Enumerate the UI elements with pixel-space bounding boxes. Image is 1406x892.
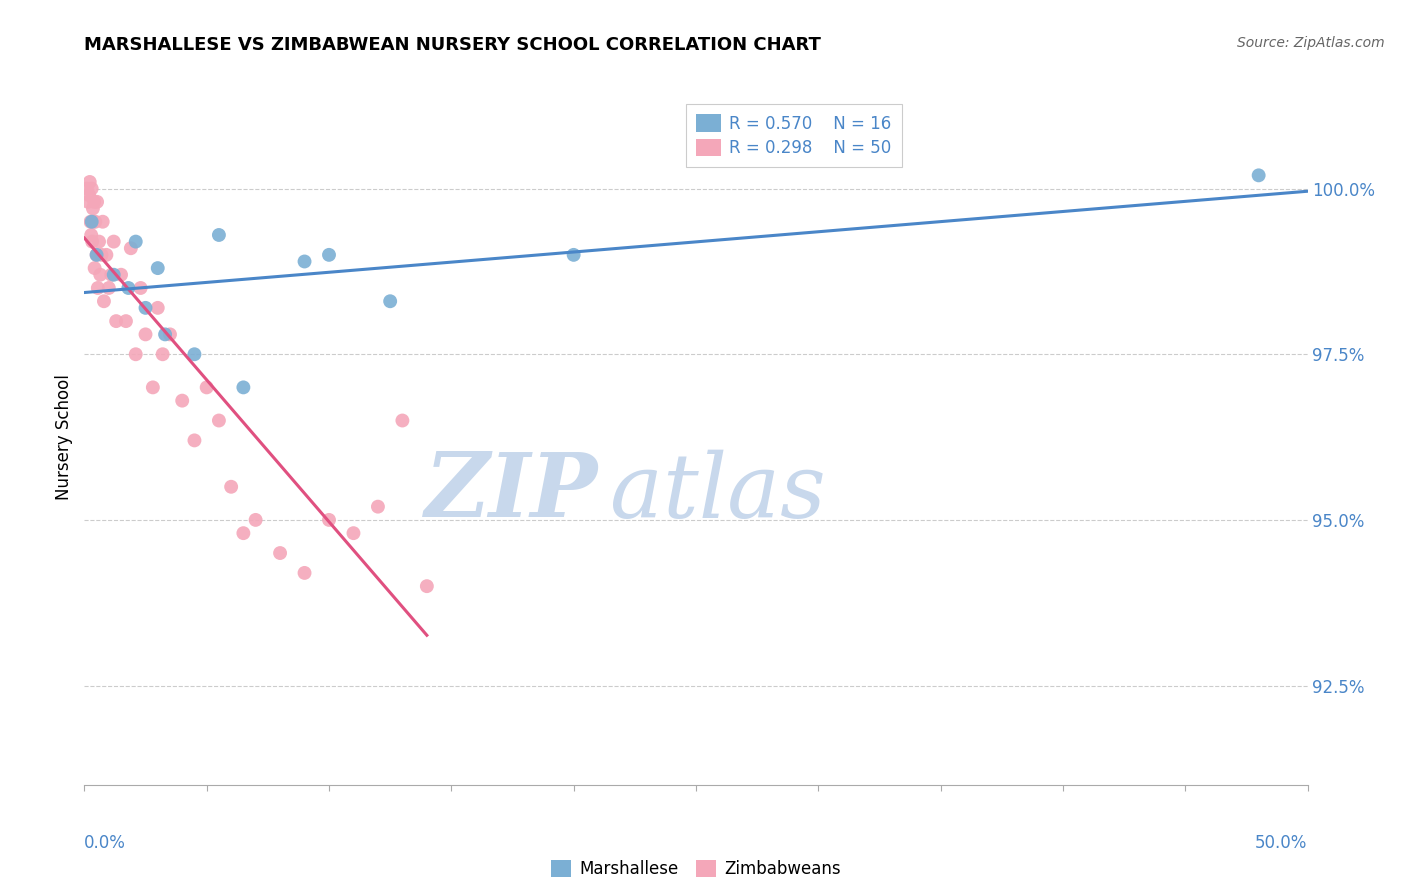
Point xyxy=(90,248,112,262)
Legend: R = 0.570    N = 16, R = 0.298    N = 50: R = 0.570 N = 16, R = 0.298 N = 50 xyxy=(686,104,901,168)
Point xyxy=(80,215,103,229)
Point xyxy=(80,181,103,195)
Point xyxy=(232,380,254,394)
Point xyxy=(294,566,316,580)
Point xyxy=(183,347,205,361)
Point xyxy=(135,301,157,315)
Point xyxy=(83,215,105,229)
Point xyxy=(115,314,138,328)
Point xyxy=(183,434,205,448)
Point xyxy=(89,268,111,282)
Y-axis label: Nursery School: Nursery School xyxy=(55,374,73,500)
Point xyxy=(120,241,142,255)
Point xyxy=(342,526,364,541)
Point xyxy=(159,327,181,342)
Text: 50.0%: 50.0% xyxy=(1256,834,1308,852)
Text: MARSHALLESE VS ZIMBABWEAN NURSERY SCHOOL CORRELATION CHART: MARSHALLESE VS ZIMBABWEAN NURSERY SCHOOL… xyxy=(84,36,821,54)
Point xyxy=(91,215,114,229)
Point xyxy=(103,235,125,249)
Point xyxy=(96,248,118,262)
Point xyxy=(97,281,120,295)
Point xyxy=(367,500,389,514)
Point xyxy=(86,248,108,262)
Text: Source: ZipAtlas.com: Source: ZipAtlas.com xyxy=(1237,36,1385,50)
Point xyxy=(77,194,100,209)
Point xyxy=(152,347,174,361)
Point xyxy=(294,254,316,268)
Point xyxy=(82,235,104,249)
Point xyxy=(86,248,108,262)
Text: ZIP: ZIP xyxy=(425,450,598,536)
Point xyxy=(129,281,152,295)
Point xyxy=(87,235,110,249)
Point xyxy=(83,261,105,276)
Point xyxy=(219,480,242,494)
Point xyxy=(142,380,165,394)
Point xyxy=(146,261,169,276)
Point xyxy=(93,294,115,309)
Point xyxy=(146,301,169,315)
Point xyxy=(1247,169,1270,183)
Point xyxy=(232,526,254,541)
Point xyxy=(80,227,103,242)
Point xyxy=(269,546,291,560)
Point xyxy=(391,413,413,427)
Point xyxy=(380,294,402,309)
Point xyxy=(77,188,100,202)
Point xyxy=(100,268,122,282)
Point xyxy=(416,579,439,593)
Point xyxy=(79,215,101,229)
Point xyxy=(135,327,157,342)
Point xyxy=(245,513,267,527)
Text: 0.0%: 0.0% xyxy=(84,834,127,852)
Point xyxy=(153,327,176,342)
Point xyxy=(172,393,194,408)
Text: atlas: atlas xyxy=(610,450,827,536)
Point xyxy=(562,248,585,262)
Point xyxy=(318,248,340,262)
Point xyxy=(208,413,231,427)
Point xyxy=(195,380,218,394)
Point xyxy=(318,513,340,527)
Point xyxy=(84,215,107,229)
Point xyxy=(86,194,108,209)
Point xyxy=(103,268,125,282)
Point xyxy=(125,235,148,249)
Point xyxy=(125,347,148,361)
Point xyxy=(105,314,128,328)
Point xyxy=(117,281,139,295)
Point xyxy=(79,175,101,189)
Point xyxy=(87,281,110,295)
Point xyxy=(208,227,231,242)
Point xyxy=(82,202,104,216)
Point xyxy=(83,194,105,209)
Point xyxy=(76,181,98,195)
Point xyxy=(110,268,132,282)
